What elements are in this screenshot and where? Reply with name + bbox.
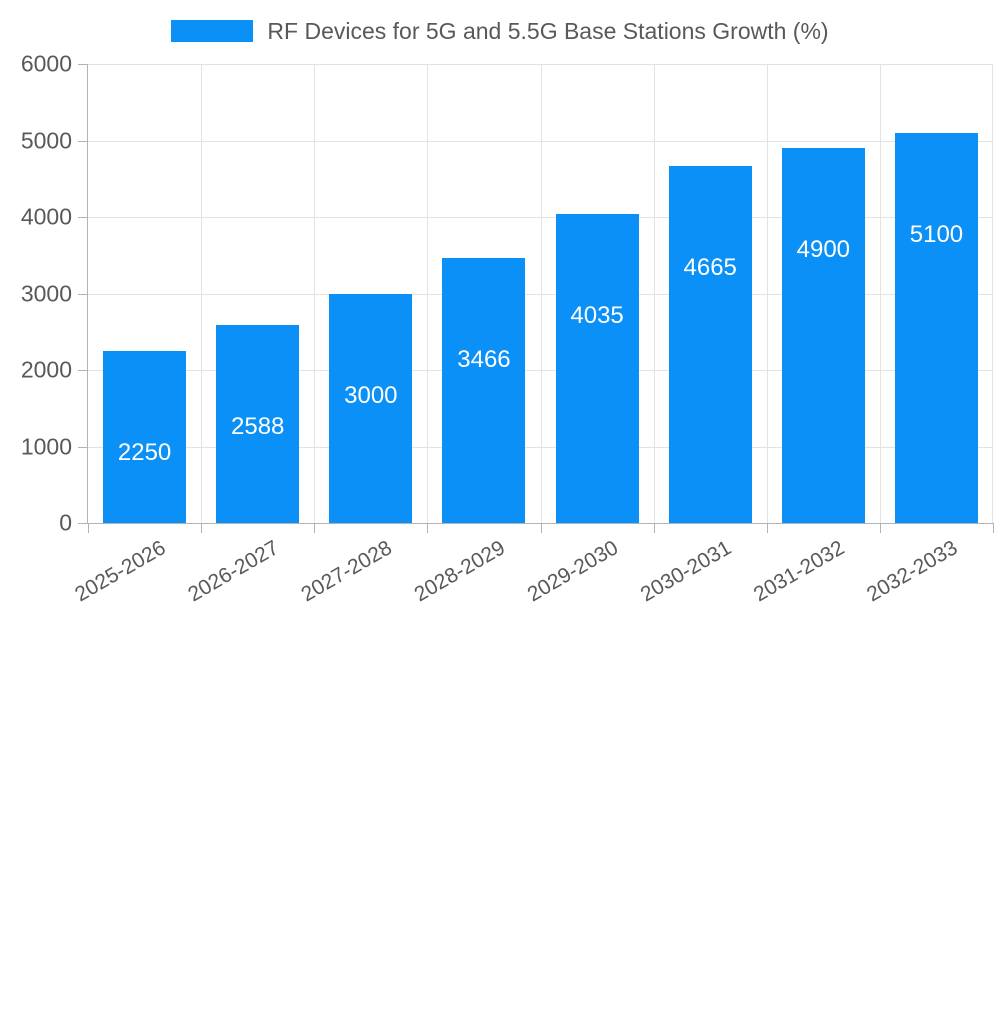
gridline-vertical [879, 64, 881, 523]
bar[interactable] [668, 166, 752, 523]
x-axis-tick [766, 523, 768, 533]
bar[interactable] [329, 293, 413, 523]
y-axis-tick-label: 1000 [20, 433, 72, 459]
gridline-vertical [427, 64, 429, 523]
y-axis-tick [78, 140, 87, 142]
x-axis-tick [88, 523, 89, 533]
bar[interactable] [555, 214, 639, 523]
y-axis-tick-label: 2000 [20, 356, 72, 383]
x-axis-tick-label: 2032-2033 [862, 536, 962, 607]
y-axis-tick [78, 370, 87, 371]
bar-value-label: 4035 [570, 302, 624, 330]
x-axis-tick [653, 523, 655, 533]
bar-value-label: 2588 [230, 413, 285, 441]
gridline-vertical [540, 64, 542, 523]
legend-label: RF Devices for 5G and 5.5G Base Stations… [267, 17, 829, 44]
x-axis-tick [314, 523, 316, 533]
x-axis-tick-label: 2029-2030 [523, 536, 623, 607]
gridline-vertical [201, 64, 203, 523]
bar-value-label: 5100 [909, 220, 964, 248]
bar[interactable] [216, 325, 300, 523]
y-axis-tick-label: 4000 [20, 203, 72, 230]
bar[interactable] [781, 148, 865, 523]
y-axis-tick [78, 217, 87, 218]
legend-color-swatch [171, 20, 254, 42]
y-axis-tick [78, 293, 87, 295]
legend-entry[interactable]: RF Devices for 5G and 5.5G Base Stations… [171, 17, 829, 44]
bar-value-label: 3466 [457, 345, 511, 373]
bar[interactable] [442, 257, 526, 523]
x-axis-tick [993, 523, 994, 533]
chart-legend: RF Devices for 5G and 5.5G Base Stations… [0, 14, 1000, 48]
y-axis-tick-label: 5000 [20, 127, 72, 153]
bar[interactable] [894, 132, 978, 523]
x-axis-tick [427, 523, 429, 533]
y-axis-tick-label: 0 [59, 509, 72, 536]
bar-value-label: 3000 [344, 381, 398, 409]
bar-value-label: 4900 [796, 236, 851, 264]
bar-value-label: 4665 [683, 254, 737, 282]
gridline-vertical [766, 64, 768, 523]
gridline-vertical [653, 64, 655, 523]
y-axis-tick [78, 64, 87, 65]
gridline-vertical [314, 64, 316, 523]
bar-value-label: 2250 [117, 438, 172, 466]
x-axis-tick-label: 2031-2032 [749, 536, 849, 607]
y-axis-tick [78, 446, 87, 448]
y-axis-line [87, 64, 88, 524]
y-axis-tick-label: 3000 [20, 280, 72, 306]
bar-chart: RF Devices for 5G and 5.5G Base Stations… [0, 14, 1000, 606]
y-axis-tick [78, 523, 87, 524]
x-axis-tick [879, 523, 881, 533]
plot-area: 2250 2588 3000 3466 4035 4665 4900 5100 [88, 64, 993, 524]
x-axis-tick [540, 523, 542, 533]
y-axis-tick-label: 6000 [20, 50, 72, 77]
x-axis-tick [201, 523, 203, 533]
bar[interactable] [103, 350, 187, 523]
